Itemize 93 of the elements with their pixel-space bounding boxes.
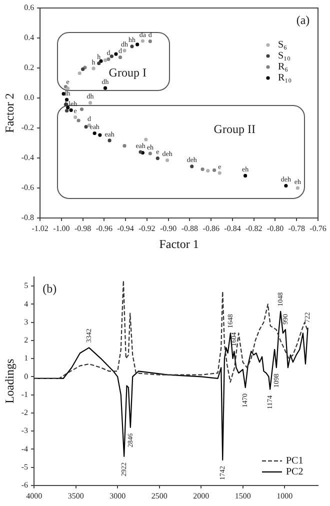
- legend-label: PC2: [286, 466, 304, 478]
- y-tick-label: 0.4: [24, 33, 34, 42]
- x-tick-label: 1000: [276, 491, 293, 500]
- point: [84, 125, 88, 129]
- y-tick-label: -1: [21, 390, 28, 399]
- point: [80, 107, 84, 112]
- annotation: (b): [42, 282, 57, 296]
- y-tick-label: -0.8: [21, 213, 34, 222]
- x-tick-label: 1500: [234, 491, 251, 500]
- point: [165, 158, 170, 162]
- y-tick-label: -2: [21, 408, 28, 418]
- point: [78, 71, 82, 76]
- x-tick-label: -0.86: [202, 224, 220, 233]
- y-tick-label: -4: [21, 444, 28, 454]
- point: [136, 42, 140, 46]
- y-tick-label: -0.2: [21, 123, 34, 132]
- point: [296, 186, 300, 190]
- legend-label: S₆: [278, 40, 288, 51]
- y-tick-label: 4: [24, 299, 28, 308]
- y-tick-label: 0.6: [24, 3, 34, 12]
- y-tick-label: -5: [21, 462, 28, 472]
- point: [76, 118, 80, 122]
- y-tick-label: -3: [21, 426, 28, 436]
- y-axis-title: Loadings: [2, 358, 16, 404]
- point: [200, 167, 204, 172]
- point: [114, 52, 118, 56]
- x-tick-label: -0.76: [310, 224, 326, 233]
- x-tick-label: -0.92: [138, 224, 156, 233]
- x-tick-label: -0.84: [224, 224, 241, 233]
- point: [284, 184, 288, 188]
- x-tick-label: -0.82: [246, 224, 262, 233]
- x-tick-label: 3000: [110, 491, 126, 500]
- point: [103, 58, 108, 62]
- x-tick-label: -0.94: [117, 224, 134, 233]
- legend-label: R₆: [278, 62, 289, 73]
- point: [118, 56, 122, 60]
- annotation: Group II: [214, 122, 256, 136]
- point: [140, 39, 144, 43]
- y-tick-label: 0.2: [24, 63, 34, 72]
- y-tick-label: 3: [24, 317, 28, 326]
- point: [69, 108, 73, 112]
- x-tick-label: -1.02: [32, 224, 48, 233]
- point: [92, 131, 96, 136]
- y-tick-label: 0.0: [24, 93, 34, 102]
- point: [98, 133, 102, 137]
- annotation: (a): [296, 12, 310, 27]
- point: [64, 108, 69, 113]
- legend-label: PC1: [286, 456, 304, 467]
- x-tick-label: -0.80: [266, 224, 284, 233]
- x-tick-label: -0.96: [96, 224, 113, 233]
- point: [99, 59, 103, 63]
- point: [148, 152, 152, 156]
- point: [122, 48, 126, 52]
- x-tick-label: 3500: [68, 491, 84, 500]
- point: [110, 54, 114, 58]
- point: [97, 62, 101, 66]
- y-tick-label: -0.6: [21, 183, 34, 192]
- y-tick-label: 1: [24, 354, 28, 363]
- x-tick-label: 2000: [193, 491, 210, 500]
- x-tick-label: -0.88: [181, 224, 198, 233]
- point: [130, 44, 134, 48]
- y-tick-label: -0.4: [21, 153, 34, 162]
- point: [244, 174, 248, 178]
- x-tick-label: -0.90: [160, 224, 177, 233]
- legend-label: R₁₀: [278, 72, 292, 84]
- y-tick-label: 5: [24, 281, 28, 290]
- point: [206, 168, 210, 173]
- x-tick-label: -0.98: [74, 224, 92, 233]
- point: [103, 86, 108, 90]
- point: [66, 86, 70, 90]
- y-axis-title: Factor 2: [2, 93, 16, 133]
- x-tick-label: 2500: [151, 491, 168, 500]
- point: [92, 66, 96, 70]
- point: [106, 57, 110, 61]
- legend-label: S₁₀: [278, 50, 292, 62]
- point: [148, 40, 152, 44]
- point: [212, 168, 216, 172]
- annotation: Group I: [108, 65, 146, 80]
- x-tick-label: -0.78: [288, 224, 305, 233]
- point: [122, 144, 126, 148]
- y-tick-label: -6: [21, 480, 28, 490]
- point: [74, 115, 78, 119]
- point: [108, 138, 112, 142]
- point: [218, 171, 222, 175]
- y-tick-label: 0: [24, 372, 28, 381]
- point: [190, 164, 194, 168]
- point: [88, 101, 92, 105]
- point: [144, 138, 148, 142]
- y-tick-label: 2: [24, 336, 28, 345]
- x-tick-label: 4000: [26, 491, 42, 500]
- x-tick-label: -1.00: [53, 224, 70, 233]
- point: [156, 156, 160, 160]
- x-axis-title: Factor 1: [159, 236, 199, 251]
